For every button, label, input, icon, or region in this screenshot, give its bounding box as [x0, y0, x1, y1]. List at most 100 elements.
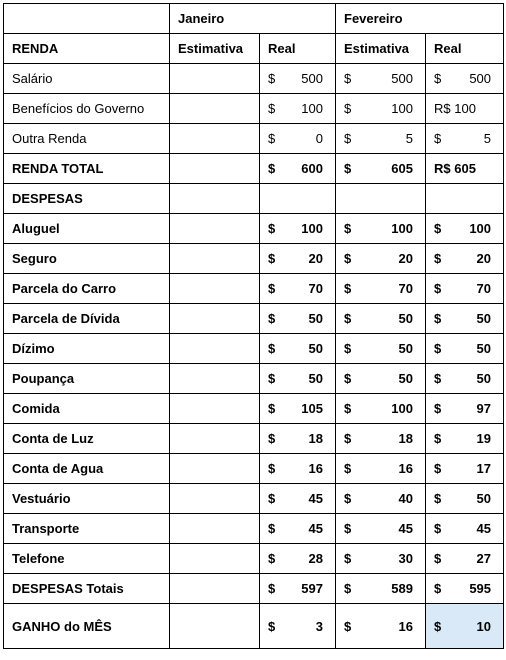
income-row: Outra Renda $0 $5 $5	[3, 123, 505, 154]
amount-value: 45	[308, 521, 323, 536]
amount-cell: $97	[424, 393, 505, 424]
currency-symbol: $	[344, 251, 352, 266]
currency-symbol: $	[344, 71, 352, 86]
amount-cell: $50	[335, 363, 426, 394]
amount-cell: $10	[424, 603, 505, 649]
row-label: Parcela de Dívida	[3, 303, 170, 334]
empty-cell	[169, 513, 260, 544]
currency-symbol: $	[344, 401, 352, 416]
row-label: Telefone	[3, 543, 170, 574]
amount-value: 45	[308, 491, 323, 506]
amount-cell: $18	[335, 423, 426, 454]
row-label: Comida	[3, 393, 170, 424]
amount-cell: $20	[259, 243, 336, 274]
currency-symbol: $	[434, 221, 442, 236]
amount-cell: $16	[259, 453, 336, 484]
amount-cell: $50	[259, 363, 336, 394]
amount-value: 100	[391, 401, 413, 416]
amount-value: 70	[398, 281, 413, 296]
amount-value: 20	[308, 251, 323, 266]
amount-cell: $605	[335, 153, 426, 184]
month-header-row: Janeiro Fevereiro	[3, 3, 505, 34]
amount-value: 16	[308, 461, 323, 476]
amount-cell: $5	[335, 123, 426, 154]
amount-value: 30	[398, 551, 413, 566]
empty-cell	[169, 483, 260, 514]
empty-cell	[169, 213, 260, 244]
income-total-row: RENDA TOTAL $600 $605 R$ 605	[3, 153, 505, 184]
amount-cell: $105	[259, 393, 336, 424]
amount-value: 605	[391, 161, 413, 176]
jan-estimativa-header: Estimativa	[169, 33, 260, 64]
empty-cell	[169, 333, 260, 364]
amount-value: 589	[391, 581, 413, 596]
amount-value: 50	[398, 341, 413, 356]
amount-cell: $589	[335, 573, 426, 604]
month-janeiro: Janeiro	[169, 3, 336, 34]
currency-symbol: $	[268, 221, 276, 236]
amount-cell: $17	[424, 453, 505, 484]
currency-symbol: $	[434, 461, 442, 476]
currency-symbol: $	[344, 581, 352, 596]
amount-cell: $100	[259, 213, 336, 244]
amount-cell: $595	[424, 573, 505, 604]
row-label: Salário	[3, 63, 170, 94]
empty-cell	[169, 573, 260, 604]
row-label: DESPESAS	[3, 183, 170, 214]
row-label: Conta de Agua	[3, 453, 170, 484]
amount-cell: $27	[424, 543, 505, 574]
empty-cell	[169, 273, 260, 304]
amount-value: 18	[398, 431, 413, 446]
currency-symbol: $	[434, 551, 442, 566]
amount-value: 50	[308, 311, 323, 326]
amount-value: 97	[476, 401, 492, 416]
amount-value: 40	[398, 491, 413, 506]
row-label: Vestuário	[3, 483, 170, 514]
amount-value: 50	[308, 341, 323, 356]
amount-value: 100	[301, 221, 323, 236]
empty-cell	[169, 153, 260, 184]
amount-value: 3	[315, 618, 323, 634]
amount-cell: $45	[424, 513, 505, 544]
amount-value: 50	[476, 491, 492, 506]
amount-cell: $600	[259, 153, 336, 184]
amount-value: 100	[391, 221, 413, 236]
feb-estimativa-header: Estimativa	[335, 33, 426, 64]
expense-row: Aluguel $100 $100 $100	[3, 213, 505, 244]
amount-value: 50	[308, 371, 323, 386]
empty-cell	[169, 363, 260, 394]
currency-symbol: $	[268, 551, 276, 566]
amount-value: 50	[398, 311, 413, 326]
amount-cell: $100	[259, 93, 336, 124]
empty-cell	[169, 63, 260, 94]
row-label: DESPESAS Totais	[3, 573, 170, 604]
amount-value: 500	[301, 71, 323, 86]
currency-symbol: $	[268, 581, 276, 596]
currency-symbol: $	[434, 131, 442, 146]
row-label: Seguro	[3, 243, 170, 274]
currency-symbol: $	[268, 71, 276, 86]
amount-value: 20	[476, 251, 492, 266]
budget-table-body: Janeiro Fevereiro RENDA Estimativa Real …	[3, 3, 505, 649]
expense-row: Seguro $20 $20 $20	[3, 243, 505, 274]
empty-cell	[169, 603, 260, 649]
amount-cell: R$ 605	[424, 153, 505, 184]
amount-cell: $500	[259, 63, 336, 94]
amount-cell: $50	[259, 333, 336, 364]
jan-real-header: Real	[259, 33, 336, 64]
currency-symbol: $	[434, 311, 442, 326]
income-row: Salário $500 $500 $500	[3, 63, 505, 94]
amount-cell: $45	[259, 483, 336, 514]
currency-symbol: $	[434, 401, 442, 416]
amount-cell: $18	[259, 423, 336, 454]
gain-row: GANHO do MÊS $3 $16 $10	[3, 603, 505, 649]
empty-cell	[424, 183, 505, 214]
amount-value: 20	[398, 251, 413, 266]
corner-cell	[3, 3, 170, 34]
empty-cell	[169, 423, 260, 454]
amount-value: 50	[476, 311, 492, 326]
amount-value: 5	[405, 131, 413, 146]
income-row: Benefícios do Governo $100 $100 R$ 100	[3, 93, 505, 124]
expense-row: Parcela do Carro $70 $70 $70	[3, 273, 505, 304]
currency-symbol: $	[268, 101, 276, 116]
